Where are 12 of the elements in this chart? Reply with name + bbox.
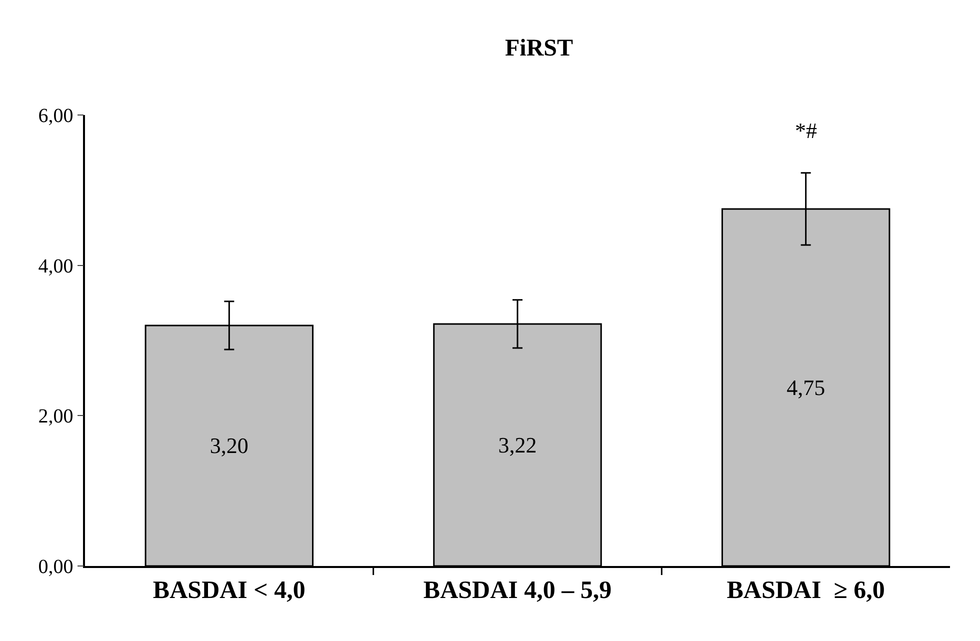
x-tick-label: BASDAI ≥ 6,0 (726, 576, 885, 604)
data-label: 3,22 (498, 432, 537, 458)
x-tick-label: BASDAI < 4,0 (152, 576, 306, 604)
y-tick-label: 2,00 (38, 406, 74, 428)
y-tick-label: 4,00 (38, 255, 74, 278)
x-tick-label: BASDAI 4,0 – 5,9 (423, 576, 612, 604)
data-label: 3,20 (210, 433, 248, 458)
data-label: 4,75 (786, 374, 826, 400)
chart-title: FiRST (504, 35, 574, 62)
y-tick-label: 6,00 (38, 105, 74, 127)
y-tick-label: 0,00 (38, 556, 74, 578)
annotation: *# (795, 118, 817, 143)
